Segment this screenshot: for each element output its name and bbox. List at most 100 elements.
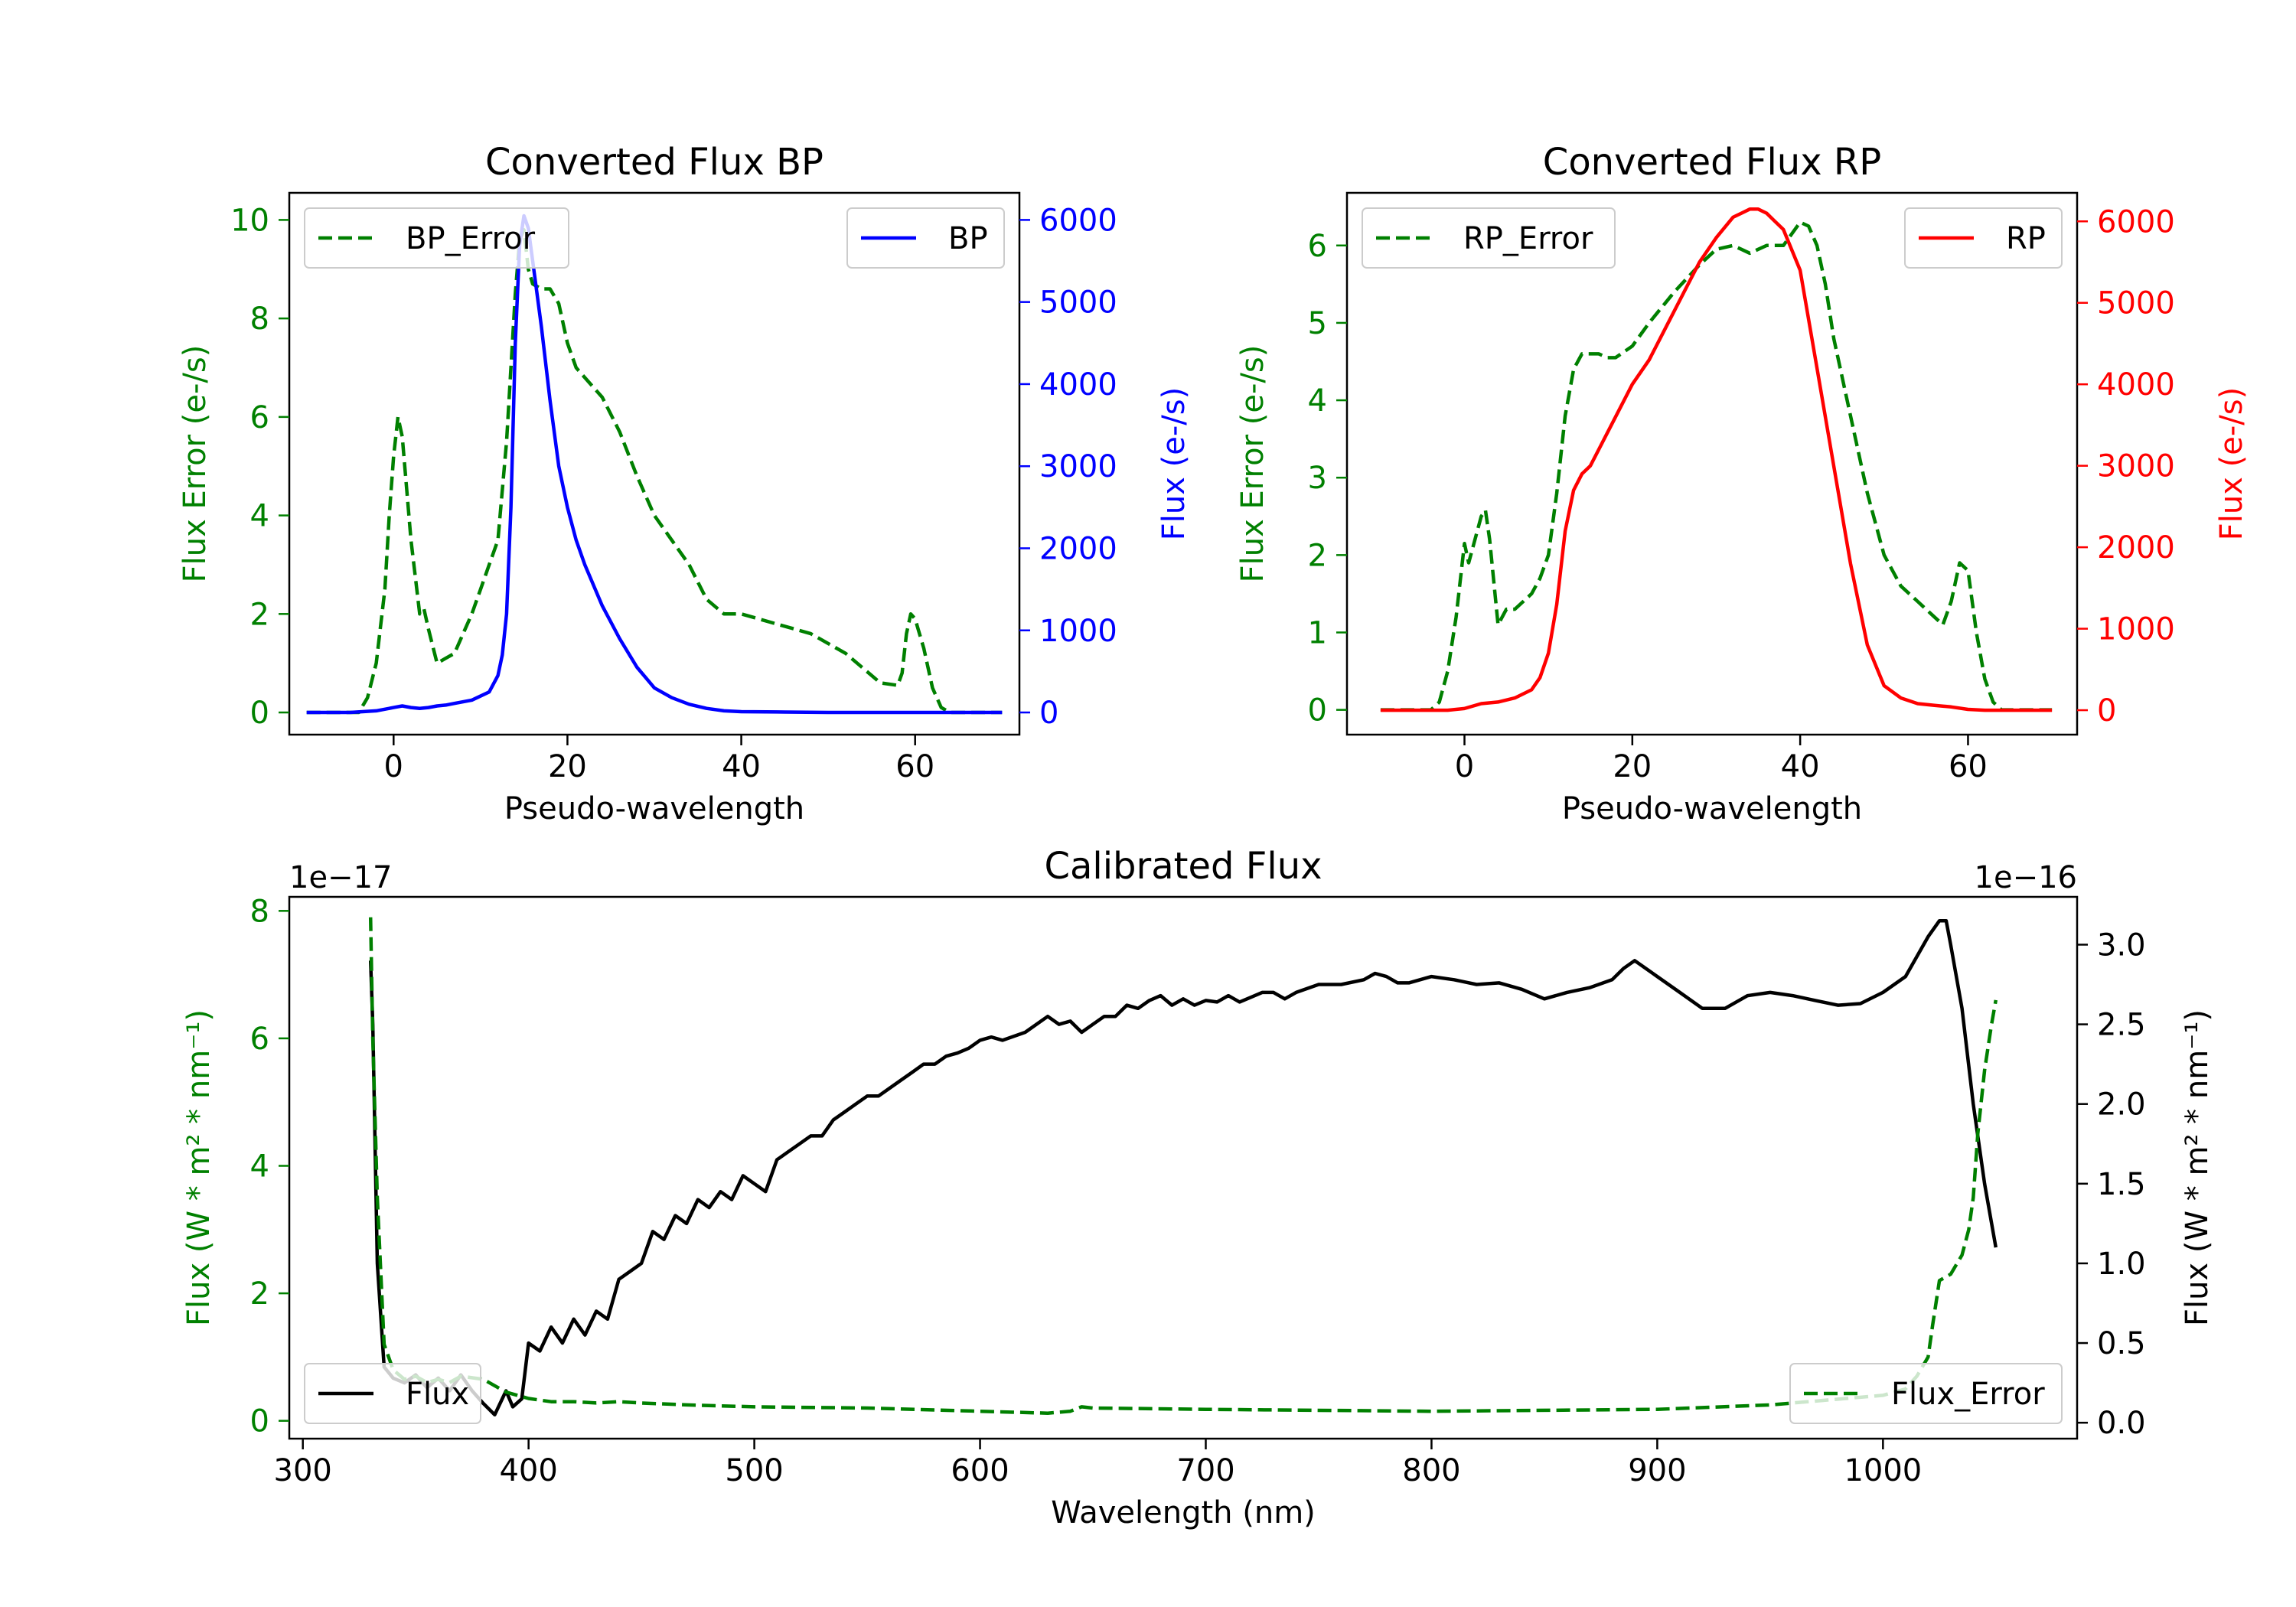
y-left-tick-label: 4	[250, 1149, 269, 1185]
y-left-tick-label: 0	[250, 1404, 269, 1439]
legend-label: RP	[2006, 221, 2046, 256]
y-right-tick-label: 2000	[1039, 531, 1117, 566]
x-tick-label: 500	[725, 1453, 783, 1488]
chart-panel-2: 300 400 500 600 700 800 900 1000 0 2 4 6 8 0.0 0.5 1.0 1…	[181, 845, 2215, 1530]
legend-flux: Flux	[304, 1363, 481, 1424]
y-left-axis-label: Flux Error (e-/s)	[178, 345, 213, 583]
x-tick-label: 800	[1402, 1453, 1460, 1488]
y-left-tick-label: 10	[230, 203, 269, 238]
y-right-tick-label: 1000	[1039, 614, 1117, 649]
y-left-tick-label: 0	[1308, 693, 1327, 729]
y-right-tick-label: 4000	[1039, 367, 1117, 403]
plot-frame	[1345, 191, 2079, 736]
x-tick-label: 0	[384, 749, 403, 784]
y-right-tick-label: 1000	[2097, 612, 2175, 647]
y-right-tick-label: 2.0	[2097, 1087, 2146, 1123]
plot-frame	[288, 895, 2079, 1440]
legend-box	[1904, 207, 2063, 269]
y-right-tick-label: 6000	[1039, 203, 1117, 238]
y-right-axis-label: Flux (e-/s)	[2214, 387, 2249, 540]
series-line-rp	[1380, 207, 2053, 712]
series-line-bp	[306, 214, 1003, 715]
y-left-tick-label: 4	[250, 499, 269, 534]
y-left-tick-label: 4	[1308, 383, 1327, 419]
y-right-tick-label: 4000	[2097, 367, 2175, 403]
x-axis-label: Pseudo-wavelength	[504, 791, 804, 826]
legend-box	[1789, 1363, 2063, 1424]
chart-panel-0: 0 20 40 60 0 2 4 6 8 10 0 1000 2000 3000 4000 5000 6000 C…	[178, 141, 1192, 826]
y-right-tick-label: 3000	[2097, 449, 2175, 484]
y-left-tick-label: 2	[1308, 538, 1327, 573]
y-left-tick-label: 0	[250, 696, 269, 731]
series-line-rp-error	[1380, 220, 2053, 712]
legend-bp-error: BP_Error	[304, 207, 569, 269]
y-left-tick-label: 3	[1308, 461, 1327, 496]
legend-box	[846, 207, 1005, 269]
legend-flux-error: Flux_Error	[1789, 1363, 2063, 1424]
y-right-tick-label: 5000	[1039, 285, 1117, 321]
y-right-axis-label: Flux (W * m² * nm⁻¹)	[2180, 1009, 2215, 1326]
y-right-tick-label: 1.5	[2097, 1167, 2146, 1202]
legend-label: Flux_Error	[1891, 1377, 2045, 1412]
x-tick-label: 300	[274, 1453, 332, 1488]
y-right-tick-label: 3.0	[2097, 927, 2146, 963]
y-right-tick-label: 6000	[2097, 204, 2175, 240]
y-left-tick-label: 2	[250, 597, 269, 632]
y-right-offset: 1e−16	[1975, 860, 2077, 895]
x-axis-label: Wavelength (nm)	[1051, 1495, 1316, 1530]
y-right-tick-label: 0	[2097, 693, 2116, 729]
x-tick-label: 700	[1176, 1453, 1234, 1488]
legend-label: BP_Error	[406, 221, 536, 256]
x-tick-label: 60	[1949, 749, 1988, 784]
x-axis-label: Pseudo-wavelength	[1562, 791, 1862, 826]
y-left-offset: 1e−17	[289, 860, 392, 895]
x-tick-label: 60	[895, 749, 934, 784]
y-left-axis-label: Flux Error (e-/s)	[1235, 345, 1270, 583]
legend-bp: BP	[846, 207, 1005, 269]
legend-rp: RP	[1904, 207, 2063, 269]
y-right-tick-label: 2000	[2097, 530, 2175, 566]
y-right-tick-label: 2.5	[2097, 1008, 2146, 1043]
y-left-tick-label: 5	[1308, 306, 1327, 341]
y-left-tick-label: 6	[250, 400, 269, 435]
chart-title: Converted Flux BP	[485, 141, 823, 184]
x-tick-label: 0	[1455, 749, 1474, 784]
series-line-flux	[368, 918, 1998, 1417]
y-left-axis-label: Flux (W * m² * nm⁻¹)	[181, 1009, 217, 1326]
x-tick-label: 20	[1613, 749, 1652, 784]
y-right-tick-label: 1.0	[2097, 1247, 2146, 1282]
chart-title: Calibrated Flux	[1044, 845, 1322, 888]
y-right-tick-label: 0.5	[2097, 1326, 2146, 1361]
y-right-tick-label: 0.0	[2097, 1406, 2146, 1441]
y-right-tick-label: 3000	[1039, 449, 1117, 484]
series-group	[368, 917, 1998, 1417]
legend-label: RP_Error	[1463, 221, 1593, 256]
chart-title: Converted Flux RP	[1543, 141, 1881, 184]
x-tick-label: 20	[548, 749, 587, 784]
x-tick-label: 40	[1781, 749, 1820, 784]
y-right-tick-label: 0	[1039, 696, 1058, 731]
series-group	[306, 214, 1003, 715]
x-tick-label: 400	[499, 1453, 557, 1488]
series-line-bp-error	[306, 228, 1003, 715]
legend-box	[304, 207, 569, 269]
legend-rp-error: RP_Error	[1362, 207, 1616, 269]
series-group	[1380, 207, 2053, 712]
plot-frame	[288, 191, 1021, 736]
y-left-tick-label: 6	[250, 1022, 269, 1057]
series-line-flux-error	[368, 917, 1998, 1415]
legend-label: BP	[948, 221, 988, 256]
x-tick-label: 900	[1628, 1453, 1686, 1488]
y-left-tick-label: 2	[250, 1276, 269, 1312]
y-left-tick-label: 8	[250, 894, 269, 929]
chart-panel-1: 0 20 40 6001234560100020003000400050006000C…	[1235, 141, 2249, 826]
y-left-tick-label: 6	[1308, 229, 1327, 264]
x-tick-label: 40	[722, 749, 761, 784]
y-right-axis-label: Flux (e-/s)	[1156, 387, 1192, 540]
y-left-tick-label: 1	[1308, 615, 1327, 650]
legend-label: Flux	[406, 1377, 469, 1412]
x-tick-label: 600	[951, 1453, 1009, 1488]
legend-box	[1362, 207, 1616, 269]
y-right-tick-label: 5000	[2097, 286, 2175, 321]
